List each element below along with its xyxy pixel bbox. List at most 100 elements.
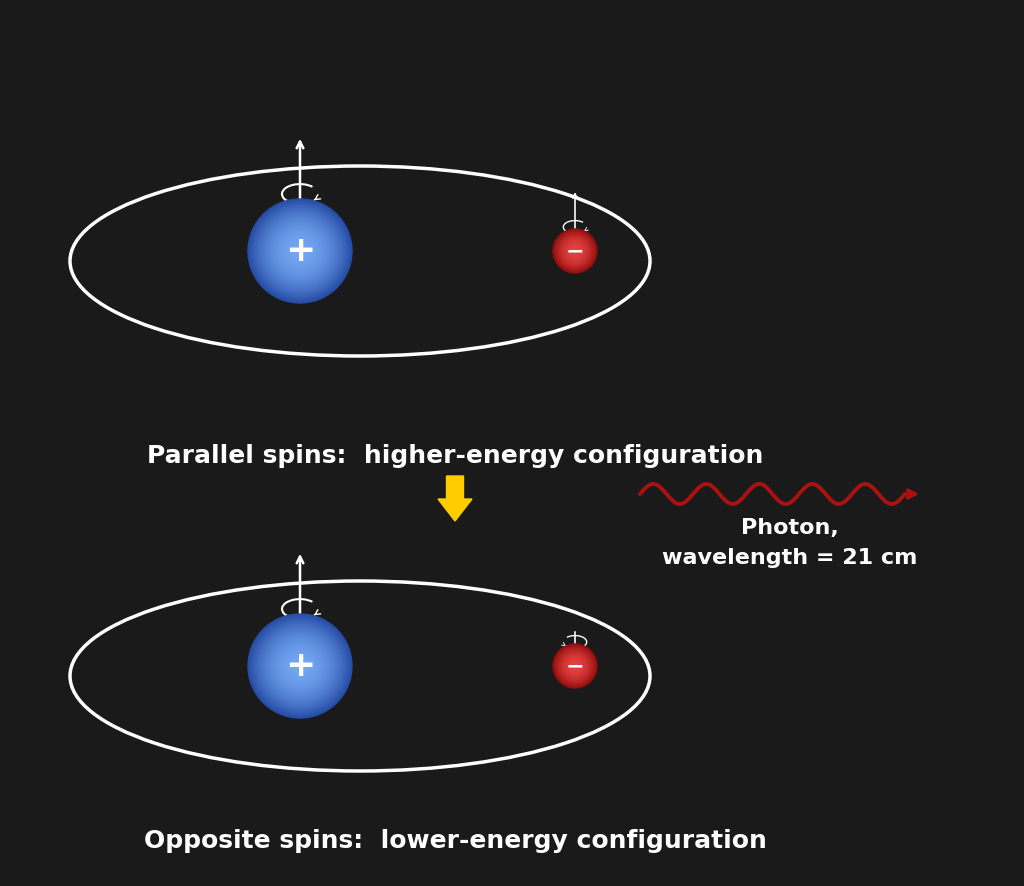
Circle shape	[561, 237, 589, 265]
Circle shape	[568, 659, 583, 673]
Circle shape	[572, 664, 578, 668]
Circle shape	[285, 236, 315, 267]
Circle shape	[253, 204, 347, 298]
Circle shape	[562, 237, 588, 264]
Circle shape	[556, 648, 594, 685]
Circle shape	[278, 229, 323, 273]
Circle shape	[299, 664, 301, 667]
Circle shape	[262, 214, 338, 289]
Circle shape	[286, 237, 314, 265]
Circle shape	[297, 664, 303, 669]
Circle shape	[251, 617, 349, 715]
Circle shape	[573, 664, 577, 667]
Circle shape	[571, 247, 579, 255]
Circle shape	[560, 651, 590, 680]
Circle shape	[560, 237, 590, 266]
Circle shape	[257, 208, 343, 294]
Circle shape	[553, 229, 597, 273]
Circle shape	[283, 649, 316, 683]
Circle shape	[266, 633, 334, 700]
Circle shape	[558, 649, 592, 682]
Circle shape	[282, 233, 318, 269]
Circle shape	[296, 662, 304, 670]
Circle shape	[556, 232, 594, 269]
Circle shape	[278, 644, 323, 688]
Circle shape	[274, 640, 326, 692]
Circle shape	[561, 652, 589, 680]
Circle shape	[261, 627, 339, 705]
Circle shape	[291, 657, 309, 675]
Circle shape	[554, 229, 596, 273]
Circle shape	[567, 244, 583, 259]
Circle shape	[289, 239, 311, 263]
Circle shape	[570, 662, 580, 671]
Circle shape	[258, 625, 342, 708]
Circle shape	[567, 658, 583, 673]
Circle shape	[272, 639, 328, 694]
Circle shape	[290, 656, 310, 676]
Text: wavelength = 21 cm: wavelength = 21 cm	[663, 548, 918, 568]
Circle shape	[265, 631, 335, 701]
Text: +: +	[285, 234, 315, 268]
Circle shape	[263, 630, 337, 703]
Circle shape	[570, 246, 580, 255]
Circle shape	[565, 242, 585, 260]
Circle shape	[563, 654, 587, 678]
Circle shape	[555, 230, 595, 271]
Text: −: −	[565, 656, 585, 676]
Circle shape	[268, 634, 331, 697]
Circle shape	[568, 659, 582, 672]
Circle shape	[262, 628, 338, 703]
Text: Parallel spins:  higher-energy configuration: Parallel spins: higher-energy configurat…	[146, 444, 763, 468]
Circle shape	[557, 649, 593, 684]
Circle shape	[556, 647, 594, 685]
Circle shape	[292, 243, 308, 259]
Circle shape	[573, 664, 577, 668]
Circle shape	[562, 653, 588, 680]
Circle shape	[286, 652, 314, 680]
Circle shape	[281, 647, 319, 686]
FancyArrow shape	[438, 476, 472, 521]
Circle shape	[266, 217, 334, 284]
Circle shape	[564, 240, 586, 262]
Circle shape	[268, 220, 331, 283]
Circle shape	[267, 633, 333, 698]
Circle shape	[251, 202, 349, 300]
Circle shape	[558, 649, 592, 683]
Circle shape	[561, 652, 589, 680]
Circle shape	[287, 238, 313, 264]
Text: Opposite spins:  lower-energy configuration: Opposite spins: lower-energy configurati…	[143, 829, 766, 853]
Circle shape	[294, 245, 306, 258]
Circle shape	[565, 657, 585, 675]
Circle shape	[248, 614, 352, 718]
Circle shape	[563, 239, 587, 263]
Circle shape	[564, 655, 586, 677]
Circle shape	[568, 244, 583, 258]
Circle shape	[572, 664, 578, 669]
Circle shape	[559, 235, 591, 267]
Circle shape	[555, 646, 595, 686]
Circle shape	[569, 660, 581, 672]
Circle shape	[275, 226, 325, 276]
Circle shape	[280, 645, 321, 687]
Circle shape	[285, 650, 315, 681]
Circle shape	[568, 245, 582, 258]
Circle shape	[253, 619, 347, 713]
Circle shape	[574, 251, 575, 252]
Text: −: −	[565, 241, 585, 261]
Circle shape	[274, 225, 326, 277]
Circle shape	[275, 641, 325, 691]
Circle shape	[255, 206, 345, 297]
Circle shape	[558, 234, 592, 268]
Circle shape	[557, 648, 593, 684]
Circle shape	[281, 231, 319, 270]
Circle shape	[573, 250, 577, 253]
Circle shape	[265, 216, 335, 286]
Circle shape	[290, 241, 310, 261]
Circle shape	[566, 242, 584, 260]
Circle shape	[561, 237, 589, 265]
Circle shape	[554, 644, 596, 688]
Circle shape	[557, 233, 593, 269]
Text: +: +	[285, 649, 315, 683]
Circle shape	[260, 211, 340, 291]
